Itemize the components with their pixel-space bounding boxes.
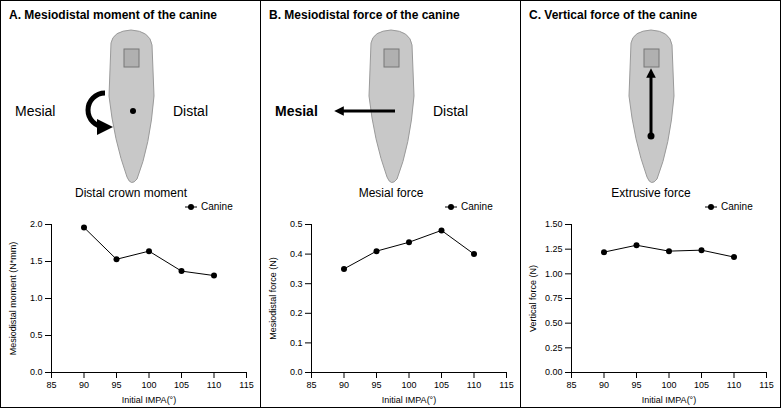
svg-text:Canine: Canine bbox=[201, 201, 233, 212]
svg-text:0.1: 0.1 bbox=[290, 338, 303, 348]
svg-text:100: 100 bbox=[141, 380, 156, 390]
svg-text:90: 90 bbox=[79, 380, 89, 390]
svg-text:110: 110 bbox=[467, 380, 481, 390]
svg-text:Initial IMPA(°): Initial IMPA(°) bbox=[382, 395, 436, 405]
svg-text:2.0: 2.0 bbox=[30, 219, 43, 229]
svg-text:115: 115 bbox=[759, 380, 773, 390]
svg-text:85: 85 bbox=[306, 380, 316, 390]
svg-text:90: 90 bbox=[339, 380, 349, 390]
svg-text:115: 115 bbox=[499, 380, 513, 390]
svg-text:0.2: 0.2 bbox=[290, 308, 303, 318]
svg-text:0.0: 0.0 bbox=[30, 367, 43, 377]
svg-text:Mesial: Mesial bbox=[275, 103, 318, 119]
svg-text:B. Mesiodistal force of the ca: B. Mesiodistal force of the canine bbox=[269, 8, 460, 22]
svg-text:0.50: 0.50 bbox=[545, 318, 563, 328]
svg-text:Vertical force (N): Vertical force (N) bbox=[528, 265, 538, 332]
svg-text:Distal: Distal bbox=[433, 103, 468, 119]
svg-text:Mesial force: Mesial force bbox=[359, 186, 424, 200]
svg-text:Initial IMPA(°): Initial IMPA(°) bbox=[642, 395, 696, 405]
svg-text:Mesial: Mesial bbox=[15, 103, 55, 119]
svg-text:Initial IMPA(°): Initial IMPA(°) bbox=[122, 395, 176, 405]
svg-text:1.50: 1.50 bbox=[545, 219, 563, 229]
svg-text:85: 85 bbox=[46, 380, 56, 390]
svg-text:105: 105 bbox=[434, 380, 449, 390]
svg-text:0.4: 0.4 bbox=[290, 249, 303, 259]
svg-text:0.5: 0.5 bbox=[290, 219, 303, 229]
svg-text:Mesiodistal moment (N*mm): Mesiodistal moment (N*mm) bbox=[8, 242, 18, 356]
svg-text:85: 85 bbox=[566, 380, 576, 390]
svg-text:C. Vertical force of the canin: C. Vertical force of the canine bbox=[529, 8, 697, 22]
svg-text:Canine: Canine bbox=[461, 201, 493, 212]
svg-text:Distal: Distal bbox=[173, 103, 208, 119]
svg-text:Distal crown moment: Distal crown moment bbox=[75, 186, 188, 200]
svg-text:1.0: 1.0 bbox=[30, 293, 43, 303]
svg-text:115: 115 bbox=[239, 380, 253, 390]
svg-text:95: 95 bbox=[111, 380, 121, 390]
svg-text:100: 100 bbox=[661, 380, 676, 390]
svg-text:1.5: 1.5 bbox=[30, 256, 43, 266]
svg-text:110: 110 bbox=[727, 380, 741, 390]
svg-text:95: 95 bbox=[631, 380, 641, 390]
svg-text:105: 105 bbox=[174, 380, 189, 390]
svg-text:A. Mesiodistal moment of the c: A. Mesiodistal moment of the canine bbox=[9, 8, 217, 22]
svg-text:100: 100 bbox=[401, 380, 416, 390]
svg-text:Mesiodistal force (N): Mesiodistal force (N) bbox=[268, 257, 278, 340]
svg-text:Canine: Canine bbox=[721, 201, 753, 212]
svg-text:0.25: 0.25 bbox=[545, 343, 563, 353]
svg-text:Extrusive force: Extrusive force bbox=[611, 186, 691, 200]
svg-text:1.00: 1.00 bbox=[545, 269, 563, 279]
svg-text:0.75: 0.75 bbox=[545, 293, 563, 303]
svg-text:0.0: 0.0 bbox=[290, 367, 303, 377]
svg-text:1.25: 1.25 bbox=[545, 244, 563, 254]
svg-text:0.5: 0.5 bbox=[30, 330, 43, 340]
svg-text:95: 95 bbox=[371, 380, 381, 390]
svg-text:90: 90 bbox=[599, 380, 609, 390]
svg-text:105: 105 bbox=[694, 380, 709, 390]
svg-text:0.3: 0.3 bbox=[290, 279, 303, 289]
svg-text:0.00: 0.00 bbox=[545, 367, 563, 377]
svg-text:110: 110 bbox=[207, 380, 221, 390]
